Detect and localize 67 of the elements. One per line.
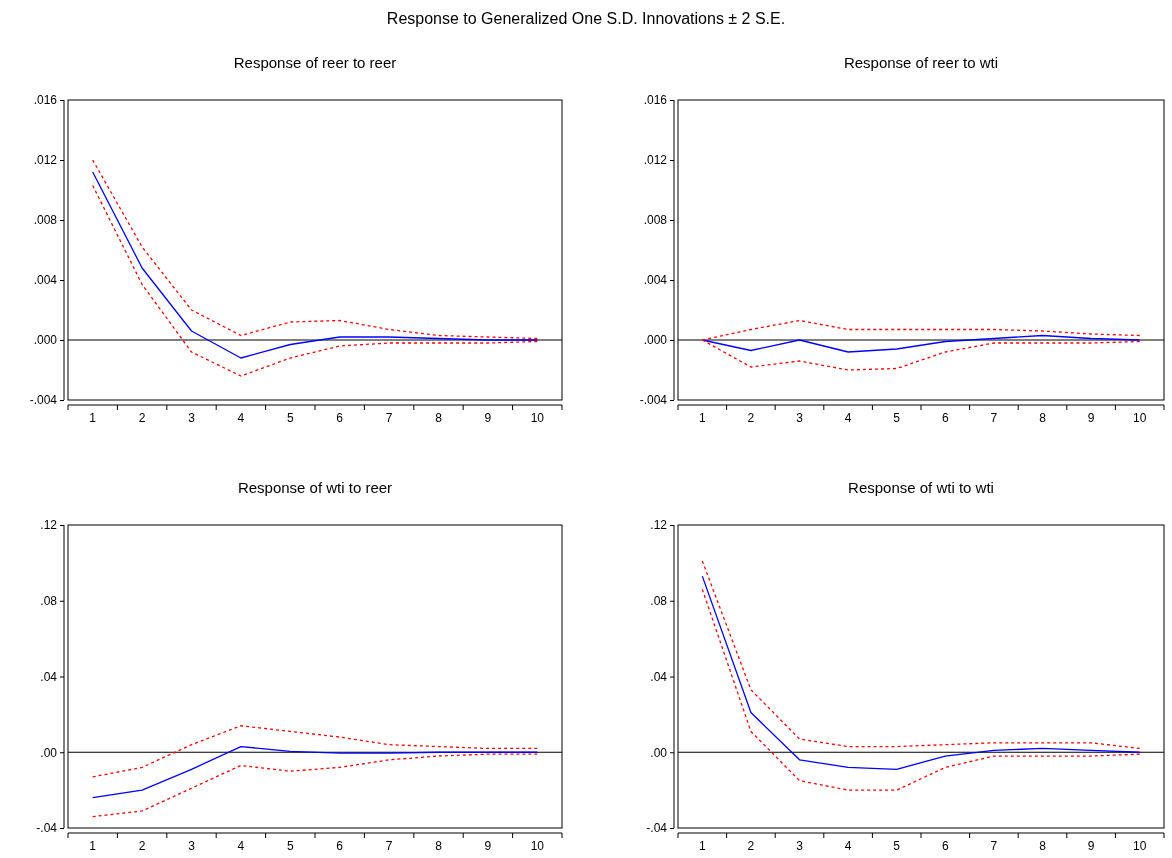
y-tick-label: .016 — [33, 93, 58, 108]
y-tick-label: -.004 — [29, 393, 58, 408]
y-tick-label: .000 — [643, 333, 668, 348]
x-tick-label: 6 — [336, 838, 344, 853]
y-tick-label: .12 — [40, 518, 58, 533]
x-tick-label: 6 — [941, 838, 949, 853]
x-tick-label: 7 — [385, 838, 393, 853]
y-tick-label: .008 — [33, 213, 58, 228]
x-tick-label: 1 — [89, 838, 97, 853]
x-tick-label: 5 — [286, 838, 294, 853]
y-tick-label: -.004 — [639, 393, 668, 408]
x-tick-label: 5 — [286, 410, 294, 425]
y-tick-label: .12 — [650, 518, 668, 533]
y-tick-label: .016 — [643, 93, 668, 108]
y-tick-label: .012 — [643, 153, 668, 168]
x-tick-label: 2 — [138, 838, 146, 853]
y-tick-label: .08 — [40, 594, 58, 609]
x-tick-label: 3 — [188, 838, 196, 853]
x-tick-label: 9 — [1087, 838, 1095, 853]
x-tick-label: 8 — [435, 410, 443, 425]
x-tick-label: 3 — [188, 410, 196, 425]
x-tick-label: 9 — [1087, 410, 1095, 425]
y-tick-label: .04 — [40, 669, 58, 684]
x-tick-label: 10 — [530, 410, 545, 425]
x-tick-label: 7 — [385, 410, 393, 425]
chart-title: Response of reer to wti — [843, 54, 999, 71]
y-tick-label: -.04 — [646, 821, 668, 836]
x-tick-label: 3 — [796, 410, 804, 425]
chart-title: Response of wti to reer — [237, 479, 393, 496]
x-tick-label: 5 — [893, 410, 901, 425]
x-tick-label: 7 — [990, 838, 998, 853]
y-tick-label: .004 — [643, 273, 668, 288]
x-tick-label: 10 — [1133, 410, 1147, 425]
y-tick-label: -.04 — [36, 821, 58, 836]
x-tick-label: 8 — [1039, 410, 1047, 425]
x-tick-label: 4 — [844, 838, 852, 853]
x-tick-label: 2 — [747, 410, 755, 425]
y-tick-label: .00 — [650, 745, 668, 760]
x-tick-label: 6 — [336, 410, 344, 425]
x-tick-label: 5 — [893, 838, 901, 853]
x-tick-label: 4 — [237, 838, 245, 853]
y-tick-label: .00 — [40, 745, 58, 760]
x-tick-label: 7 — [990, 410, 998, 425]
x-tick-label: 6 — [941, 410, 949, 425]
x-tick-label: 4 — [844, 410, 852, 425]
x-tick-label: 4 — [237, 410, 245, 425]
chart-title: Response of wti to wti — [848, 479, 994, 496]
y-tick-label: .000 — [33, 333, 58, 348]
x-tick-label: 1 — [698, 838, 706, 853]
y-tick-label: .004 — [33, 273, 58, 288]
x-tick-label: 9 — [484, 838, 492, 853]
x-tick-label: 2 — [747, 838, 755, 853]
x-tick-label: 10 — [1133, 838, 1147, 853]
y-tick-label: .04 — [650, 669, 668, 684]
x-tick-label: 9 — [484, 410, 492, 425]
y-tick-label: .008 — [643, 213, 668, 228]
chart-title: Response of reer to reer — [233, 54, 397, 71]
y-tick-label: .08 — [650, 594, 668, 609]
x-tick-label: 10 — [530, 838, 545, 853]
x-tick-label: 1 — [89, 410, 97, 425]
x-tick-label: 2 — [138, 410, 146, 425]
x-tick-label: 8 — [1039, 838, 1047, 853]
x-tick-label: 1 — [698, 410, 706, 425]
x-tick-label: 3 — [796, 838, 804, 853]
x-tick-label: 8 — [435, 838, 443, 853]
text: Response to Generalized One S.D. Innovations ± 2 S.E. — [386, 10, 786, 27]
y-tick-label: .012 — [33, 153, 58, 168]
